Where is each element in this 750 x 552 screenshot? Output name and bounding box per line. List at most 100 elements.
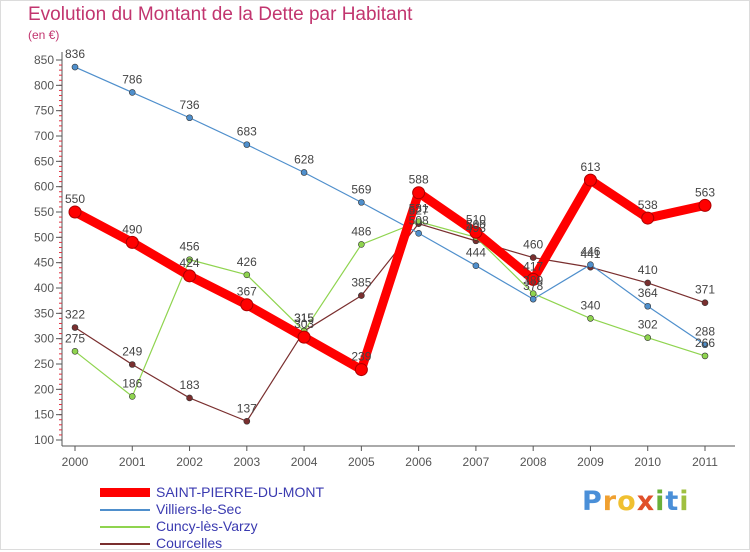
data-label: 322 — [65, 308, 85, 322]
y-tick-label: 250 — [34, 357, 54, 371]
data-label: 340 — [580, 298, 600, 312]
data-label: 683 — [237, 125, 257, 139]
data-label: 441 — [580, 247, 600, 261]
data-label: 531 — [409, 202, 429, 216]
data-label: 302 — [638, 318, 658, 332]
data-point — [469, 225, 483, 239]
data-point — [354, 363, 368, 377]
data-label: 444 — [466, 246, 486, 260]
y-tick-label: 500 — [34, 230, 54, 244]
data-label: 389 — [523, 274, 543, 288]
data-labels: 550 490 424 367 303 239 588 510 417 613 538 563 836 7… — [65, 47, 715, 415]
logo-letter: r — [602, 486, 618, 517]
data-point — [587, 261, 594, 268]
legend-label: SAINT-PIERRE-DU-MONT — [156, 484, 324, 500]
data-label: 367 — [237, 285, 257, 299]
data-label: 569 — [351, 182, 371, 196]
data-point — [358, 199, 365, 206]
data-point — [186, 394, 193, 402]
data-label: 417 — [523, 259, 543, 273]
data-label: 446 — [580, 245, 600, 259]
data-label: 385 — [351, 276, 371, 290]
y-tick-label: 300 — [34, 332, 54, 346]
chart-unit-label: (en €) — [28, 28, 60, 42]
data-label: 508 — [409, 213, 429, 227]
data-label: 137 — [237, 401, 257, 415]
data-label: 303 — [294, 317, 314, 331]
data-point — [240, 298, 254, 312]
data-point — [183, 269, 197, 283]
x-tick-label: 2000 — [62, 455, 89, 469]
series-line — [74, 66, 706, 346]
y-tick-label: 600 — [34, 180, 54, 194]
data-label: 510 — [466, 212, 486, 226]
data-label: 786 — [122, 72, 142, 86]
series-line — [74, 223, 706, 422]
data-point — [583, 173, 597, 187]
data-point — [644, 302, 652, 310]
data-point — [701, 299, 709, 306]
data-point — [71, 348, 79, 355]
data-label: 550 — [65, 192, 85, 206]
data-label: 613 — [580, 160, 600, 174]
data-label: 456 — [180, 240, 200, 254]
logo-letter: i — [679, 486, 690, 517]
y-tick-label: 700 — [34, 129, 54, 143]
data-label: 410 — [638, 263, 658, 277]
data-label: 424 — [180, 256, 200, 270]
data-label: 378 — [523, 279, 543, 293]
data-point — [358, 241, 365, 248]
data-label: 563 — [695, 185, 715, 199]
y-tick-label: 800 — [34, 78, 54, 92]
legend-swatch — [100, 508, 150, 511]
data-point — [415, 229, 422, 237]
x-tick-label: 2007 — [463, 455, 490, 469]
data-point — [243, 417, 251, 425]
logo-letter: t — [665, 486, 680, 517]
data-point — [186, 114, 193, 122]
x-tick-label: 2004 — [291, 455, 318, 469]
data-label: 275 — [65, 331, 85, 345]
y-tick-label: 100 — [34, 433, 54, 447]
data-label: 588 — [409, 173, 429, 187]
proxiti-logo: Proxiti — [582, 486, 690, 517]
x-tick-label: 2008 — [520, 455, 547, 469]
data-point — [526, 272, 540, 286]
data-point — [701, 352, 709, 360]
legend-label: Courcelles — [156, 535, 223, 551]
data-label: 426 — [237, 255, 257, 269]
legend-label: Cuncy-lès-Varzy — [156, 518, 258, 534]
data-label: 239 — [351, 350, 371, 364]
data-point — [71, 63, 79, 71]
data-label: 493 — [466, 221, 486, 235]
data-label: 371 — [695, 283, 715, 297]
data-label: 186 — [122, 376, 142, 390]
chart-title: Evolution du Montant de la Dette par Hab… — [28, 4, 413, 25]
y-tick-label: 400 — [34, 281, 54, 295]
data-point — [300, 169, 308, 176]
data-label: 266 — [695, 336, 715, 350]
data-label: 500 — [466, 217, 486, 231]
legend-item: SAINT-PIERRE-DU-MONT — [100, 484, 400, 501]
data-label: 315 — [294, 311, 314, 325]
data-point — [358, 292, 365, 299]
y-tick-label: 750 — [34, 104, 54, 118]
data-point — [243, 141, 251, 148]
data-label: 628 — [294, 152, 314, 166]
data-point — [297, 330, 311, 344]
legend-swatch — [100, 542, 150, 545]
x-tick-label: 2001 — [119, 455, 146, 469]
series-line — [74, 221, 706, 398]
y-tick-label: 350 — [34, 306, 54, 320]
legend-item: Cuncy-lès-Varzy — [100, 518, 400, 535]
data-label: 736 — [180, 98, 200, 112]
data-point — [125, 235, 139, 249]
data-label: 460 — [523, 238, 543, 252]
x-tick-label: 2010 — [634, 455, 661, 469]
data-point — [412, 186, 426, 200]
y-tick-label: 850 — [34, 53, 54, 67]
data-label: 288 — [695, 325, 715, 339]
y-tick-label: 550 — [34, 205, 54, 219]
data-point — [472, 262, 480, 270]
